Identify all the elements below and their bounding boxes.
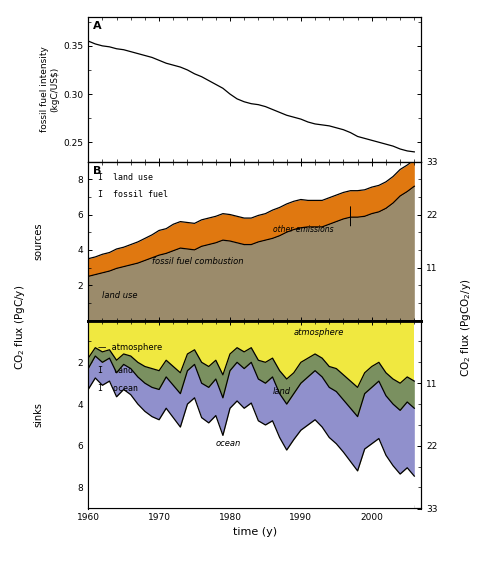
Text: I  ocean: I ocean xyxy=(98,384,138,393)
Text: sinks: sinks xyxy=(33,402,43,427)
Text: B: B xyxy=(93,166,101,176)
Text: fossil fuel combustion: fossil fuel combustion xyxy=(152,257,244,266)
Text: —  atmosphere: — atmosphere xyxy=(98,343,163,352)
Text: other emissions: other emissions xyxy=(272,225,333,234)
Text: atmosphere: atmosphere xyxy=(294,328,344,337)
Text: I  land: I land xyxy=(98,366,133,375)
Text: sources: sources xyxy=(33,222,43,260)
Text: I  land use: I land use xyxy=(98,173,153,182)
X-axis label: time (y): time (y) xyxy=(233,527,277,537)
Text: CO$_2$ flux (PgCO$_2$/y): CO$_2$ flux (PgCO$_2$/y) xyxy=(459,279,472,377)
Y-axis label: fossil fuel intensity
(kgC/US$): fossil fuel intensity (kgC/US$) xyxy=(40,46,59,132)
Text: land use: land use xyxy=(102,292,138,301)
Text: I  fossil fuel: I fossil fuel xyxy=(98,190,168,199)
Text: land: land xyxy=(272,386,291,396)
Text: A: A xyxy=(93,21,102,31)
Text: CO$_2$ flux (PgC/y): CO$_2$ flux (PgC/y) xyxy=(13,285,26,370)
Text: ocean: ocean xyxy=(216,439,241,448)
